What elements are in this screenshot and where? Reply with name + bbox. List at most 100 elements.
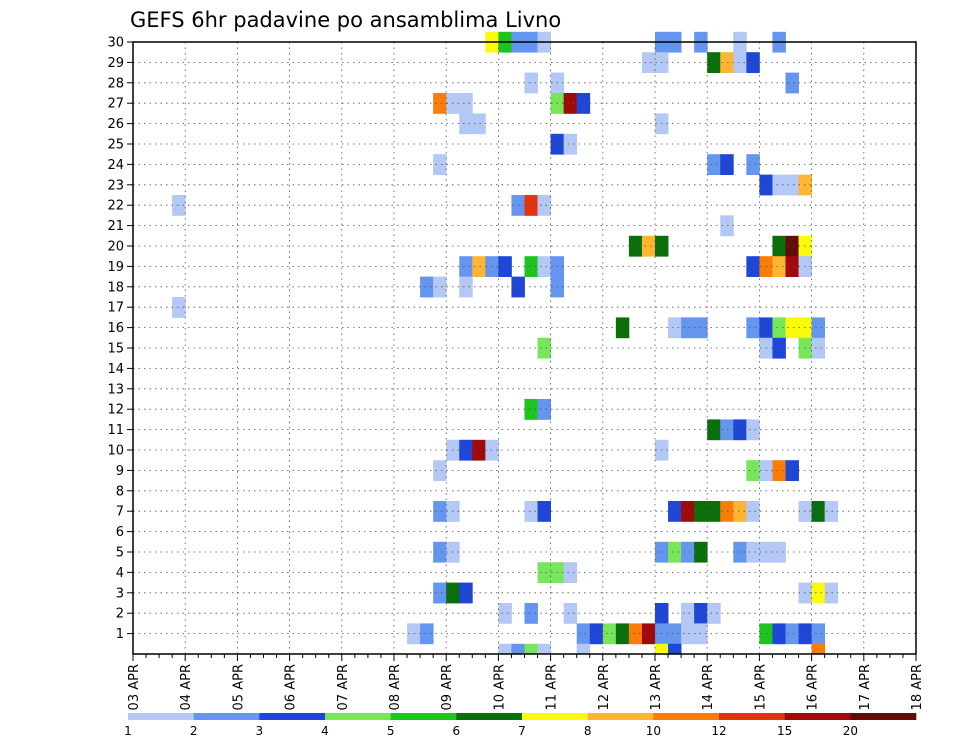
heatmap-cell: [733, 541, 747, 563]
heatmap-cell: [811, 623, 826, 645]
heatmap-cell: [459, 582, 473, 604]
heatmap-cell: [811, 317, 826, 339]
heatmap-cell: [785, 235, 799, 257]
heatmap-cell: [537, 562, 551, 583]
y-tick-label: 15: [107, 342, 124, 357]
x-tick-label: 07 APR: [336, 664, 351, 710]
colorbar-label: 4: [321, 724, 329, 738]
x-tick-label: 08 APR: [388, 664, 403, 710]
heatmap-cell: [459, 276, 473, 298]
heatmap-cell: [433, 582, 447, 604]
heatmap-cell: [602, 623, 617, 645]
heatmap-cell: [772, 256, 786, 277]
heatmap-cell: [746, 541, 760, 563]
y-tick-label: 29: [107, 56, 124, 71]
colorbar-label: 3: [256, 724, 264, 738]
x-tick-label: 06 APR: [284, 664, 299, 710]
heatmap-cell: [485, 256, 499, 277]
heatmap-cell: [746, 419, 760, 441]
colorbar-swatch: [456, 713, 523, 720]
heatmap-cell: [772, 174, 786, 196]
heatmap-cell: [524, 643, 538, 655]
x-tick-label: 12 APR: [597, 664, 612, 710]
heatmap-cell: [707, 52, 721, 73]
heatmap-cell: [746, 154, 760, 175]
heatmap-cell: [772, 541, 786, 563]
colorbar-swatch: [784, 713, 851, 720]
heatmap-cell: [785, 623, 799, 645]
heatmap-cell: [772, 337, 786, 359]
heatmap-cell: [772, 460, 786, 481]
heatmap-cell: [720, 501, 734, 522]
heatmap-cell: [641, 52, 656, 73]
y-tick-label: 27: [107, 97, 124, 112]
heatmap-cell: [524, 603, 538, 624]
heatmap-cell: [811, 582, 826, 604]
heatmap-cell: [733, 501, 747, 522]
y-tick-label: 23: [107, 178, 124, 193]
heatmap-cell: [824, 501, 839, 522]
x-tick-label: 05 APR: [231, 664, 246, 710]
heatmap-cell: [459, 256, 473, 277]
heatmap-cell: [472, 256, 486, 277]
heatmap-cell: [811, 501, 826, 522]
heatmap-cell: [785, 460, 799, 481]
y-tick-label: 26: [107, 117, 124, 132]
heatmap-cell: [524, 72, 538, 94]
colorbar-label: 15: [777, 724, 792, 738]
y-tick-label: 30: [107, 36, 124, 51]
heatmap-cell: [785, 256, 799, 277]
y-tick-label: 14: [107, 362, 124, 377]
y-tick-label: 13: [107, 382, 124, 397]
y-tick-label: 28: [107, 76, 124, 91]
gridlines: [133, 42, 916, 654]
heatmap-cell: [524, 399, 538, 420]
heatmap-cell: [772, 317, 786, 339]
heatmap-cell: [655, 643, 669, 655]
heatmap-cell: [811, 643, 826, 655]
y-tick-label: 12: [107, 403, 124, 418]
heatmap-cell: [433, 460, 447, 481]
y-tick-label: 2: [116, 607, 124, 622]
heatmap-cell: [707, 419, 721, 441]
heatmap-cells: [172, 31, 839, 655]
y-tick-label: 7: [116, 505, 124, 520]
y-tick-label: 1: [116, 627, 124, 642]
heatmap-cell: [824, 582, 839, 604]
heatmap-cell: [537, 195, 551, 216]
heatmap-cell: [485, 439, 499, 461]
heatmap-cell: [733, 419, 747, 441]
heatmap-cell: [537, 501, 551, 522]
colorbar-swatch: [587, 713, 654, 720]
heatmap-cell: [498, 603, 512, 624]
y-tick-label: 17: [107, 301, 124, 316]
heatmap-cell: [668, 501, 682, 522]
colorbar-label: 7: [518, 724, 526, 738]
chart-title: GEFS 6hr padavine po ansamblima Livno: [130, 8, 561, 32]
x-tick-label: 09 APR: [440, 664, 455, 710]
heatmap-cell: [472, 439, 486, 461]
heatmap-cell: [707, 501, 721, 522]
heatmap-cell: [563, 603, 578, 624]
heatmap-cell: [420, 623, 434, 645]
heatmap-cell: [459, 439, 473, 461]
y-tick-label: 21: [107, 219, 124, 234]
heatmap-cell: [720, 154, 734, 175]
heatmap-cell: [563, 133, 578, 155]
heatmap-cell: [433, 276, 447, 298]
heatmap-cell: [746, 460, 760, 481]
x-tick-label: 17 APR: [858, 664, 873, 710]
heatmap-cell: [433, 541, 447, 563]
heatmap-cell: [433, 154, 447, 175]
colorbar-swatch: [653, 713, 720, 720]
y-tick-label: 16: [107, 321, 124, 336]
heatmap-cell: [524, 256, 538, 277]
heatmap-cell: [498, 256, 512, 277]
colorbar-label: 8: [584, 724, 592, 738]
x-tick-label: 10 APR: [492, 664, 507, 710]
heatmap-cell: [576, 623, 591, 645]
colorbar-label: 20: [843, 724, 858, 738]
heatmap-cell: [785, 317, 799, 339]
heatmap-cell: [563, 562, 578, 583]
colorbar-swatch: [259, 713, 326, 720]
